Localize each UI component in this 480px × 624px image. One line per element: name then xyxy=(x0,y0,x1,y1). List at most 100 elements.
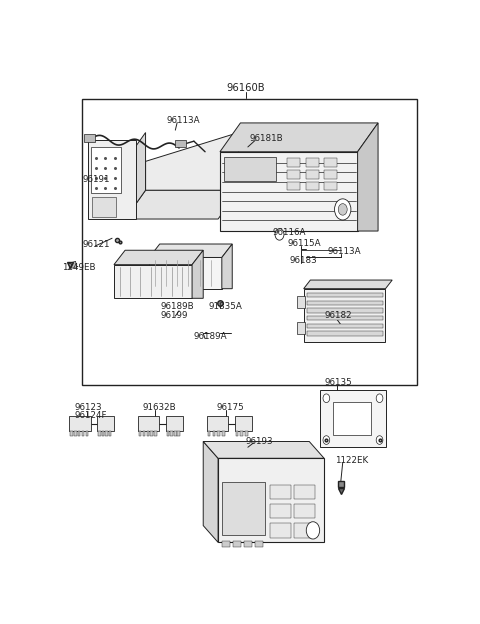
Polygon shape xyxy=(358,123,378,231)
Text: 96175: 96175 xyxy=(216,403,244,412)
Bar xyxy=(82,431,84,436)
Bar xyxy=(88,140,136,219)
Text: 96115A: 96115A xyxy=(288,239,321,248)
Bar xyxy=(222,482,264,535)
Bar xyxy=(307,301,383,305)
Text: 96191: 96191 xyxy=(83,175,110,183)
Circle shape xyxy=(376,436,383,444)
Bar xyxy=(70,431,72,436)
Circle shape xyxy=(323,394,330,402)
Bar xyxy=(101,431,104,436)
Text: 91835A: 91835A xyxy=(209,302,243,311)
Bar xyxy=(294,523,315,538)
Bar xyxy=(149,258,222,289)
Bar xyxy=(324,182,337,190)
Polygon shape xyxy=(125,190,239,219)
Bar xyxy=(305,170,319,178)
Text: 96189B: 96189B xyxy=(160,302,194,311)
Bar xyxy=(114,265,192,298)
Text: 96199: 96199 xyxy=(160,311,188,319)
Bar xyxy=(143,431,145,436)
Bar xyxy=(69,416,91,431)
Text: 1122EK: 1122EK xyxy=(335,456,369,466)
Text: 1249EB: 1249EB xyxy=(62,263,96,271)
Circle shape xyxy=(275,228,284,240)
Bar xyxy=(270,485,290,499)
Bar xyxy=(240,431,243,436)
Bar xyxy=(220,152,358,231)
Bar xyxy=(244,542,252,547)
Bar xyxy=(175,140,186,147)
Circle shape xyxy=(306,522,320,539)
Polygon shape xyxy=(220,123,378,152)
Bar xyxy=(174,431,177,436)
Bar xyxy=(208,431,210,436)
Bar xyxy=(105,431,108,436)
Bar xyxy=(233,542,241,547)
Bar xyxy=(91,147,120,193)
Text: 96189A: 96189A xyxy=(194,332,228,341)
Bar xyxy=(167,431,169,436)
Polygon shape xyxy=(114,250,203,265)
Bar xyxy=(287,170,300,178)
Polygon shape xyxy=(222,244,232,289)
Bar xyxy=(150,431,153,436)
Circle shape xyxy=(376,394,383,402)
Bar xyxy=(236,431,238,436)
Circle shape xyxy=(335,199,351,220)
Bar xyxy=(155,431,157,436)
Bar xyxy=(138,416,159,431)
Bar xyxy=(307,324,383,328)
Bar xyxy=(270,504,290,519)
Bar xyxy=(324,158,337,167)
Bar xyxy=(178,431,180,436)
Text: 96116A: 96116A xyxy=(272,228,306,237)
Bar xyxy=(255,542,264,547)
Text: 96121: 96121 xyxy=(83,240,110,248)
Polygon shape xyxy=(203,442,324,458)
Bar xyxy=(206,416,228,431)
Bar xyxy=(146,431,149,436)
Bar xyxy=(222,431,225,436)
Bar xyxy=(84,134,95,142)
Bar xyxy=(287,182,300,190)
Bar xyxy=(305,182,319,190)
Bar xyxy=(294,504,315,519)
Bar xyxy=(304,289,385,341)
Bar xyxy=(270,523,290,538)
Bar xyxy=(305,158,319,167)
Polygon shape xyxy=(69,261,77,268)
Bar xyxy=(139,431,142,436)
Bar xyxy=(224,157,276,180)
Bar xyxy=(170,431,173,436)
Bar xyxy=(92,197,116,217)
Text: 96123: 96123 xyxy=(74,403,102,412)
Polygon shape xyxy=(149,244,232,258)
Circle shape xyxy=(323,436,330,444)
Bar xyxy=(294,485,315,499)
Bar xyxy=(307,331,383,336)
Bar xyxy=(321,389,385,447)
Circle shape xyxy=(338,203,347,215)
Bar xyxy=(287,158,300,167)
Bar xyxy=(78,431,80,436)
Bar xyxy=(218,458,324,542)
Text: 96124F: 96124F xyxy=(74,411,107,420)
Bar xyxy=(85,431,88,436)
Text: 96182: 96182 xyxy=(324,311,352,319)
Bar xyxy=(108,431,111,436)
Bar xyxy=(74,431,76,436)
Polygon shape xyxy=(192,250,203,298)
Polygon shape xyxy=(145,132,239,190)
Bar xyxy=(213,431,215,436)
Bar xyxy=(222,542,230,547)
Bar xyxy=(98,431,100,436)
Bar xyxy=(235,416,252,431)
Bar xyxy=(307,316,383,320)
Polygon shape xyxy=(304,280,392,289)
Bar xyxy=(297,296,305,308)
Bar xyxy=(307,308,383,313)
Bar xyxy=(217,431,220,436)
Polygon shape xyxy=(203,442,218,542)
Polygon shape xyxy=(125,132,145,219)
